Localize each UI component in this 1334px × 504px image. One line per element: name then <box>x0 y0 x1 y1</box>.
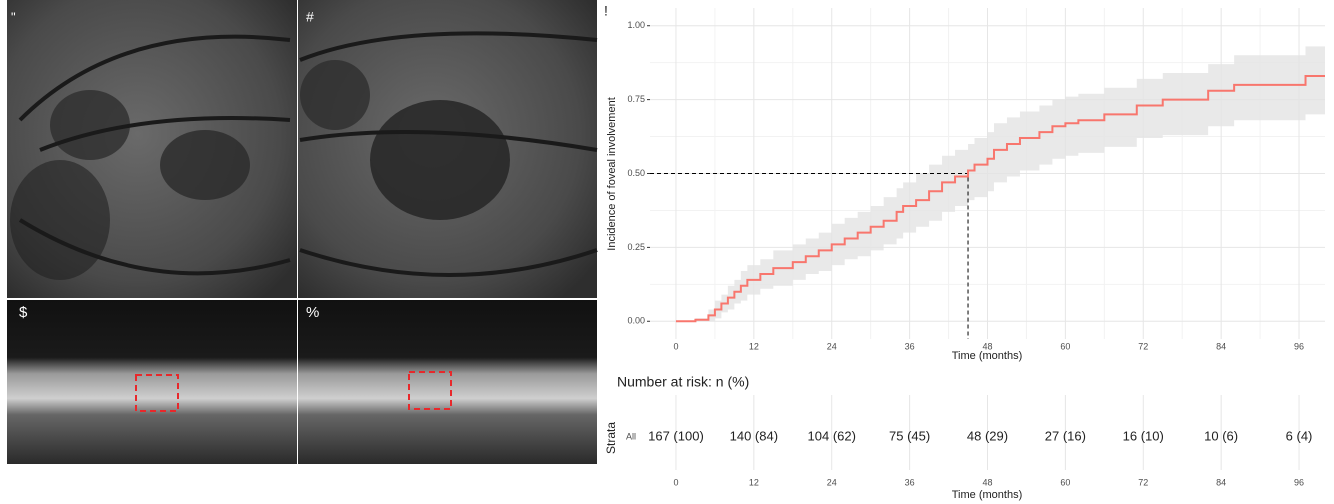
oct-image-left <box>7 300 297 464</box>
atrophy-lesion <box>300 60 370 130</box>
risk-table-title: Number at risk: n (%) <box>617 374 749 390</box>
panel-label: " <box>11 9 16 24</box>
risk-x-tick-label: 12 <box>749 477 759 487</box>
risk-count: 6 (4) <box>1286 428 1313 443</box>
risk-x-tick-label: 36 <box>905 477 915 487</box>
risk-count: 167 (100) <box>648 428 704 443</box>
vessels <box>299 31 598 277</box>
risk-count: 16 (10) <box>1123 428 1164 443</box>
y-tick-label: 0.75 <box>627 94 645 104</box>
atrophy-lesion <box>370 100 510 220</box>
panel-label: ! <box>604 3 608 19</box>
risk-x-tick-label: 0 <box>673 477 678 487</box>
x-tick-label: 72 <box>1138 341 1148 351</box>
panel-label: # <box>306 9 314 25</box>
fundus-images: " # $ % <box>7 0 598 464</box>
x-tick-label: 12 <box>749 341 759 351</box>
risk-table-y-title: Strata <box>604 422 618 454</box>
risk-x-tick-label: 96 <box>1294 477 1304 487</box>
x-axis-title: Time (months) <box>952 350 1023 362</box>
y-tick-label: 0.00 <box>627 316 645 326</box>
risk-x-axis-title: Time (months) <box>952 489 1023 501</box>
x-tick-label: 24 <box>827 341 837 351</box>
x-tick-label: 0 <box>673 341 678 351</box>
panel-label: $ <box>19 304 28 321</box>
panel-label: % <box>306 304 319 321</box>
optic-disc <box>10 160 110 280</box>
risk-count: 104 (62) <box>808 428 856 443</box>
atrophy-lesion <box>50 90 130 160</box>
risk-count: 75 (45) <box>889 428 930 443</box>
x-tick-label: 60 <box>1060 341 1070 351</box>
risk-x-tick-label: 48 <box>982 477 992 487</box>
x-tick-label: 48 <box>982 341 992 351</box>
confidence-band <box>675 46 1325 322</box>
y-axis-title: Incidence of foveal involvement <box>606 97 618 250</box>
risk-x-tick-label: 24 <box>827 477 837 487</box>
y-tick-label: 0.50 <box>627 168 645 178</box>
risk-count: 48 (29) <box>967 428 1008 443</box>
stratum-label: All <box>626 431 636 441</box>
x-tick-label: 84 <box>1216 341 1226 351</box>
vessels <box>18 34 291 276</box>
y-tick-label: 1.00 <box>627 20 645 30</box>
x-tick-label: 96 <box>1294 341 1304 351</box>
risk-x-tick-label: 84 <box>1216 477 1226 487</box>
risk-count: 10 (6) <box>1204 428 1238 443</box>
oct-image-right <box>298 300 597 464</box>
risk-count: 140 (84) <box>730 428 778 443</box>
risk-count: 27 (16) <box>1045 428 1086 443</box>
risk-x-tick-label: 72 <box>1138 477 1148 487</box>
roi-box <box>408 371 452 410</box>
x-tick-label: 36 <box>905 341 915 351</box>
risk-x-tick-label: 60 <box>1060 477 1070 487</box>
roi-box <box>135 374 179 412</box>
atrophy-lesion <box>160 130 250 200</box>
y-tick-label: 0.25 <box>627 242 645 252</box>
step-line <box>675 74 1325 323</box>
